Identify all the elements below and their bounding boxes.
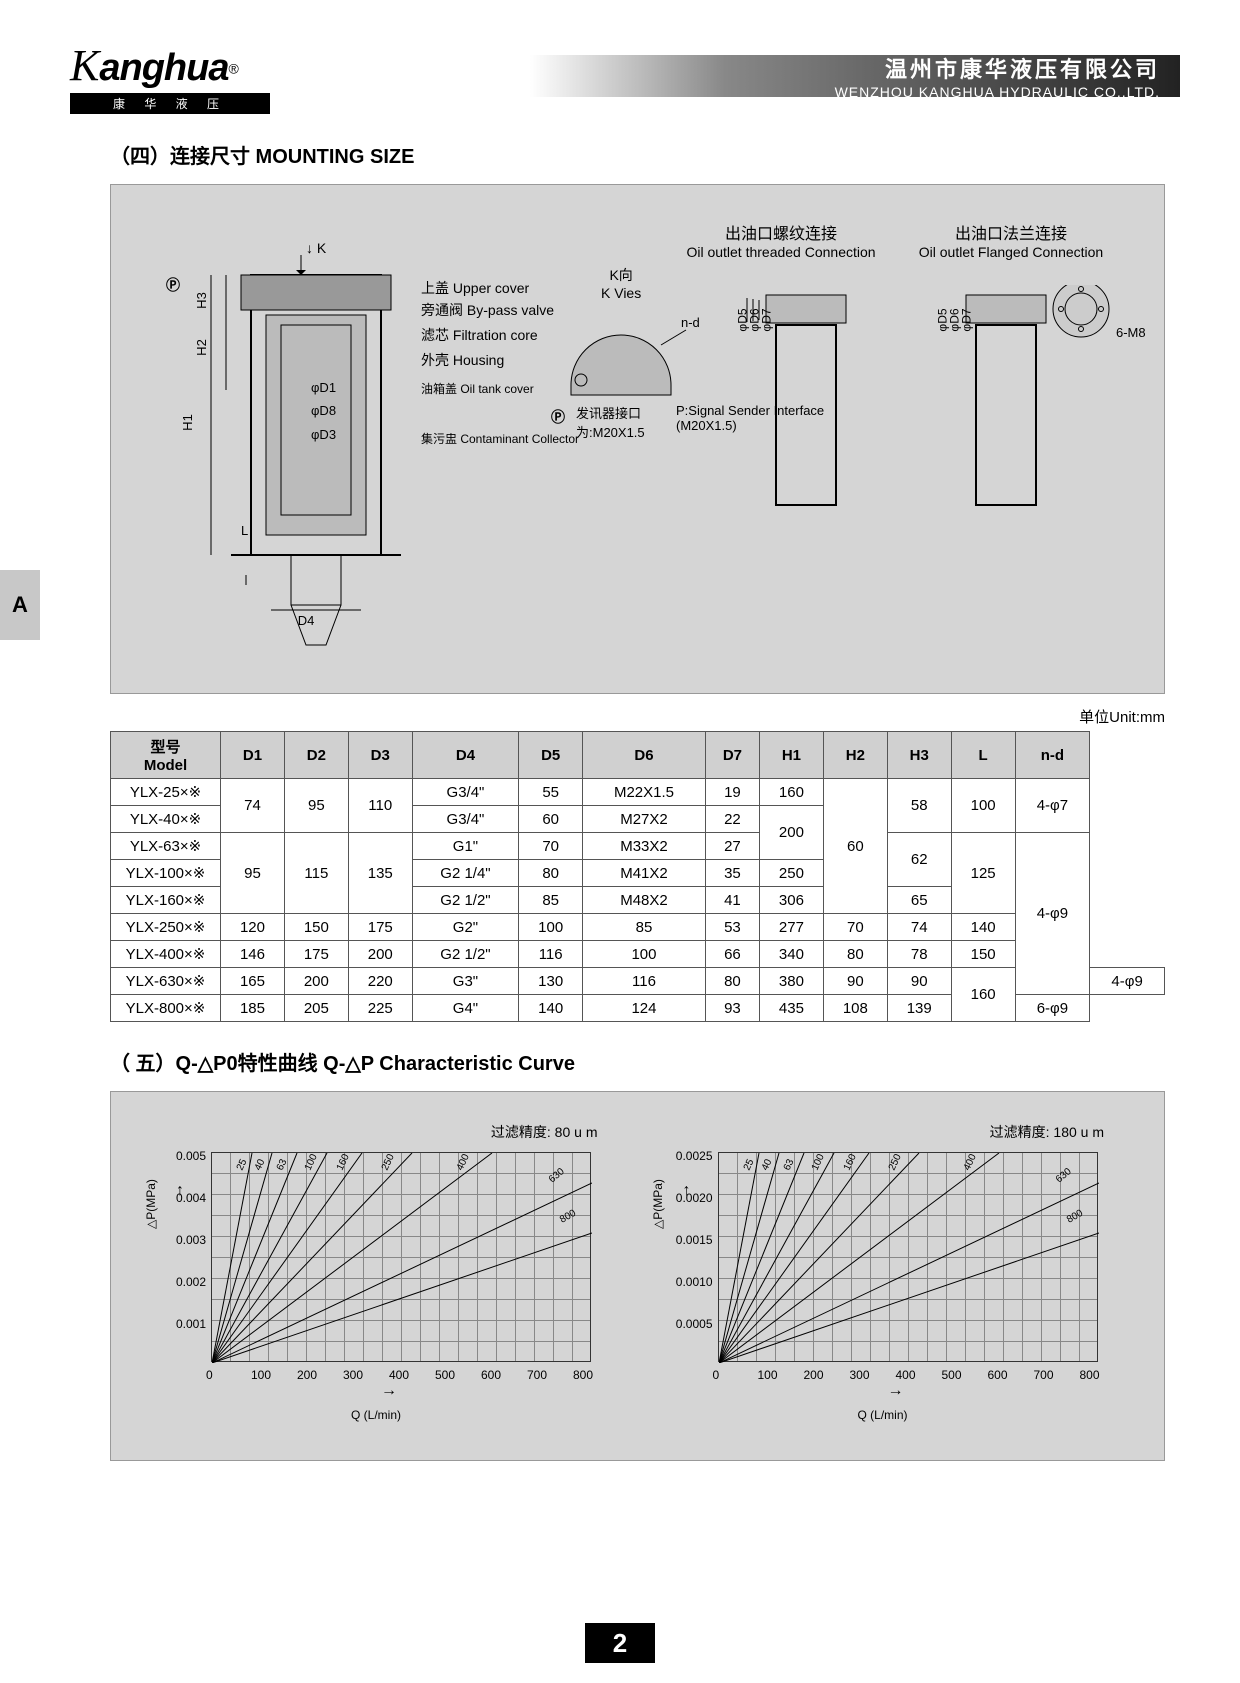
label-oiltank: 油箱盖 Oil tank cover (421, 380, 534, 397)
svg-text:100: 100 (809, 1153, 826, 1172)
header-company-bar: 温州市康华液压有限公司 WENZHOU KANGHUA HYDRAULIC CO… (530, 55, 1180, 97)
table-header-row: 型号 Model D1 D2 D3 D4 D5 D6 D7 H1 H2 H3 L… (111, 732, 1165, 779)
mounting-size-table: 型号 Model D1 D2 D3 D4 D5 D6 D7 H1 H2 H3 L… (110, 731, 1165, 1022)
svg-text:160: 160 (335, 1153, 352, 1172)
svg-text:D4: D4 (298, 613, 315, 628)
svg-text:800: 800 (558, 1208, 578, 1226)
label-bypass: 旁通阀 By-pass valve (421, 300, 554, 320)
logo-subtitle: 康 华 液 压 (70, 93, 270, 114)
svg-text:40: 40 (759, 1157, 774, 1172)
characteristic-curves: 过滤精度: 80 u m △P(MPa) 25 40 63 100 (110, 1091, 1165, 1461)
svg-text:100: 100 (303, 1153, 320, 1172)
unit-label: 单位Unit:mm (110, 706, 1165, 727)
page-number: 2 (585, 1623, 655, 1663)
svg-text:63: 63 (275, 1157, 290, 1172)
table-row: YLX-63×※95115135G1"70M33X227621254-φ9 (111, 833, 1165, 860)
mounting-diagram: D4 ↓ K Ⓟ 上盖 Upper cover 旁通阀 By-pass valv… (110, 184, 1165, 694)
label-collector: 集污盅 Contaminant Collector (421, 430, 579, 447)
svg-text:63: 63 (781, 1157, 796, 1172)
chart-180um: 过滤精度: 180 u m △P(MPa) 25 40 63 100 (658, 1122, 1125, 1422)
side-tab: A (0, 570, 40, 640)
svg-text:160: 160 (841, 1153, 858, 1172)
svg-text:630: 630 (1053, 1166, 1073, 1185)
page-header: Kanghua® 康 华 液 压 温州市康华液压有限公司 WENZHOU KAN… (0, 0, 1240, 110)
table-row: YLX-630×※165200220G3"1301168038090901604… (111, 968, 1165, 995)
company-name-en: WENZHOU KANGHUA HYDRAULIC CO.,LTD. (835, 84, 1160, 100)
section4-title: （四）连接尺寸 MOUNTING SIZE (110, 140, 1165, 169)
svg-text:25: 25 (741, 1157, 756, 1172)
chart-80um: 过滤精度: 80 u m △P(MPa) 25 40 63 100 (151, 1122, 618, 1422)
svg-text:250: 250 (886, 1153, 903, 1172)
label-housing: 外壳 Housing (421, 350, 504, 370)
svg-text:630: 630 (547, 1166, 567, 1185)
table-row: YLX-400×※146175200G2 1/2"116100663408078… (111, 941, 1165, 968)
table-row: YLX-250×※120150175G2"10085532777074140 (111, 914, 1165, 941)
logo: Kanghua® 康 华 液 压 (70, 40, 270, 114)
svg-text:800: 800 (1065, 1208, 1085, 1226)
table-row: YLX-25×※7495110G3/4"55M22X1.519160605810… (111, 779, 1165, 806)
svg-text:250: 250 (380, 1153, 397, 1172)
svg-text:40: 40 (253, 1157, 268, 1172)
svg-text:25: 25 (235, 1157, 250, 1172)
section5-title: （ 五）Q-△P0特性曲线 Q-△P Characteristic Curve (110, 1047, 1165, 1076)
label-filtration: 滤芯 Filtration core (421, 325, 538, 345)
label-upper-cover: 上盖 Upper cover (421, 278, 529, 298)
company-name-cn: 温州市康华液压有限公司 (885, 52, 1160, 84)
